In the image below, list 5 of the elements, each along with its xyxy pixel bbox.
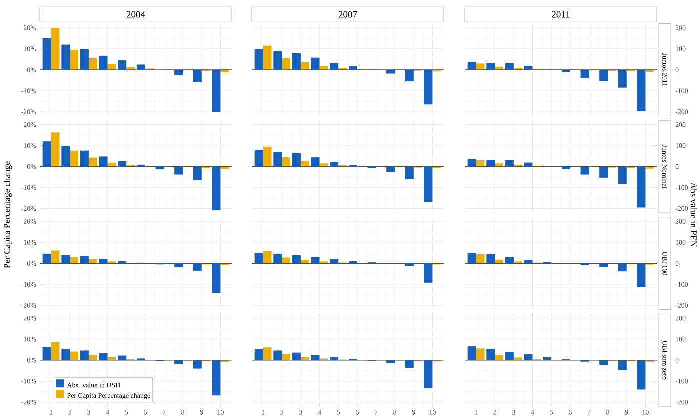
chart-title: 2007 [338, 11, 358, 18]
chart-title: 2004 [126, 11, 146, 18]
y2-axis-title: Abs value in PEN [690, 182, 698, 248]
chart-title: 2011 [552, 11, 570, 18]
y-axis-title: Per Capita Percentage change [4, 162, 12, 268]
